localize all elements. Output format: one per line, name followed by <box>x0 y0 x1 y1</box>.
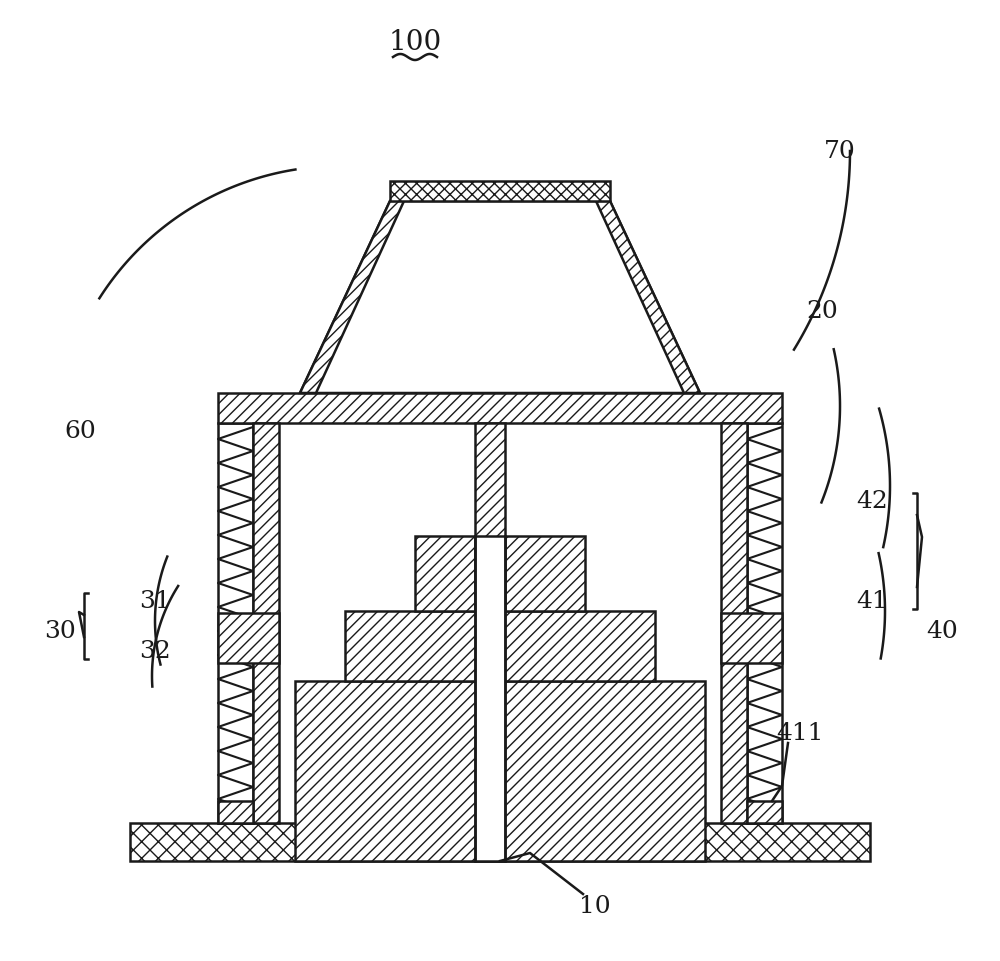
Bar <box>747 424 782 824</box>
Bar <box>218 613 279 663</box>
Bar <box>218 394 782 424</box>
Bar <box>721 613 782 663</box>
Polygon shape <box>300 202 404 394</box>
Bar <box>345 611 655 681</box>
Bar <box>218 801 253 824</box>
Bar <box>475 536 505 861</box>
Text: 32: 32 <box>139 640 171 663</box>
Polygon shape <box>596 202 700 394</box>
Bar <box>475 424 505 611</box>
Polygon shape <box>300 202 700 394</box>
Bar <box>390 182 610 202</box>
Bar <box>218 424 253 824</box>
Bar <box>253 424 279 824</box>
Text: 40: 40 <box>926 620 958 643</box>
Text: 10: 10 <box>579 895 611 918</box>
Bar <box>721 424 747 824</box>
Bar <box>130 824 870 861</box>
Text: 41: 41 <box>856 590 888 613</box>
Text: 411: 411 <box>776 722 824 745</box>
Bar <box>295 681 705 861</box>
Bar <box>415 536 585 611</box>
Text: 30: 30 <box>44 620 76 643</box>
Text: 100: 100 <box>388 29 442 56</box>
Bar <box>747 801 782 824</box>
Text: 70: 70 <box>824 140 856 163</box>
Text: 31: 31 <box>139 590 171 613</box>
Text: 20: 20 <box>806 300 838 323</box>
Text: 42: 42 <box>856 490 888 513</box>
Text: 60: 60 <box>64 420 96 443</box>
